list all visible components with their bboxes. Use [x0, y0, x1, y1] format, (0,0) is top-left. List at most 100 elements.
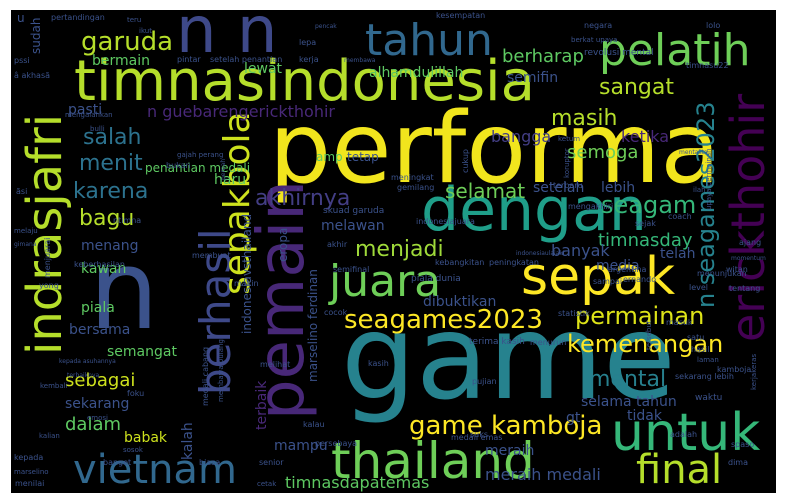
word-bangga: bangga — [491, 127, 551, 146]
word-tersebut: tersebut — [645, 320, 653, 350]
word-teru: teru — [127, 16, 141, 24]
word-asi: ãsi — [16, 187, 27, 196]
word-semifin: semifin — [507, 70, 558, 86]
word-lebih: lebih — [601, 180, 635, 196]
word-kepada: kepada — [14, 453, 43, 462]
word-final: final — [636, 447, 722, 493]
word-salah: salah — [83, 125, 141, 150]
word-membawa-pulang: membawa pulang — [217, 339, 225, 402]
word-amp: amp — [316, 150, 343, 164]
word-akhirnya: akhirnya — [255, 186, 350, 211]
word-game-kamboja: game kamboja — [409, 411, 602, 441]
word-terima-kasih: terima kasih — [469, 337, 525, 347]
word-persebaya: persebaya — [315, 439, 357, 448]
word-cetak: cetak — [257, 480, 277, 488]
word-mampu: mampu — [274, 438, 328, 454]
word-kalian: kalian — [39, 432, 60, 440]
word-tetap: tetap — [347, 150, 379, 164]
word-sekarang-lebih: sekarang lebih — [675, 372, 734, 381]
word-bersama: bersama — [69, 322, 130, 338]
word-seagames2023: seagames2023 — [344, 305, 543, 335]
word-permainan: permainan — [575, 302, 704, 330]
word-pssi: pssi — [14, 56, 30, 65]
word-satu: satu — [687, 333, 704, 342]
word-witan: witan — [726, 265, 748, 274]
word-keberhasilan: keberhasilan — [74, 260, 125, 269]
word-kerjakeras: kerjakeras — [750, 353, 758, 390]
word-melihat: melihat — [260, 360, 290, 369]
word-gimana: gimana — [14, 241, 37, 248]
word-skuad-garuda: skuad garuda — [323, 206, 384, 216]
word-timnasdapatemas: timnasdapatemas — [285, 473, 429, 492]
word-kamboja: kamboja — [717, 365, 751, 374]
word-menurun: menurun — [530, 338, 566, 347]
word-selamat: selamat — [445, 179, 525, 203]
word-mentalita: mentalita — [679, 149, 708, 156]
word-kalau: kalau — [303, 420, 325, 429]
word-babak: babak — [124, 430, 168, 446]
word-menjadi: menjadi — [355, 237, 444, 262]
word-menunjukan: menunjukan — [697, 269, 747, 278]
word-hasil: hasil — [691, 345, 710, 354]
word-sepakbola: sepakbola — [217, 111, 258, 295]
word-media: media — [596, 258, 640, 274]
word-suks: suks — [470, 430, 488, 439]
word-akhas: â akhasã — [14, 71, 50, 80]
word-membuat: membuat — [192, 251, 231, 260]
word-thailand: thailand — [331, 432, 535, 490]
word-menit: menit — [79, 151, 143, 176]
word-sudah: sudah — [29, 18, 43, 54]
word-lepa: lepa — [299, 38, 316, 47]
word-setelah: setelah — [533, 180, 584, 196]
word-penantian-medali: penantian medali — [145, 161, 250, 175]
word-banyak: banyak — [551, 241, 610, 260]
word-performa: performa — [269, 92, 720, 206]
word-marselino: marselino — [14, 468, 49, 476]
word-timnasday: timnasday — [598, 230, 693, 251]
word-pujian: pujian — [472, 377, 497, 386]
word-menang: menang — [81, 238, 138, 254]
word-upaya-permainan: upaya permainan — [705, 148, 713, 210]
word-yong: yong — [39, 281, 59, 290]
word-senior: senior — [259, 458, 284, 467]
word-bermain: bermain — [92, 53, 150, 69]
word-masuk: masuk — [666, 318, 693, 327]
word-ernando: ernando — [623, 275, 656, 284]
word-waktu: waktu — [695, 393, 722, 403]
word-foku: foku — [127, 389, 144, 398]
word-pemain: pemain — [245, 180, 319, 420]
word-coach: coach — [668, 212, 692, 221]
word-mengakhiri: mengakhiri — [568, 202, 613, 211]
word-cloud-svg: performa game timnasindonesia n n n pema… — [14, 10, 775, 493]
word-juara: juara — [328, 256, 441, 307]
word-meraih: meraih — [485, 443, 534, 459]
word-piala-dunia: piala dunia — [411, 274, 461, 284]
word-tahun: tahun — [365, 15, 493, 66]
word-marselino-ferdinan: marselino ferdinan — [306, 269, 320, 382]
word-alhamdulillah: alhamdulillah — [369, 65, 463, 81]
word-kasih: kasih — [368, 359, 389, 368]
word-telah: telah — [660, 246, 695, 262]
word-vietnam: vietnam — [73, 447, 237, 493]
word-selama-tahun: selama tahun — [581, 394, 677, 410]
word-momentum: momentum — [731, 255, 766, 262]
word-kerja: kerja — [299, 55, 319, 64]
word-timnasindonesia: timnasindonesia — [74, 49, 535, 114]
word-n-guebarengerickthohir: n guebarengerickthohir — [147, 102, 335, 121]
word-banget: banget — [103, 458, 131, 467]
word-eropa: eropa — [276, 228, 290, 262]
word-semoga: semoga — [567, 142, 638, 163]
word-berhasil: berhasil — [191, 228, 240, 395]
word-koruptor: koruptor — [563, 148, 571, 178]
word-n: n — [89, 226, 159, 354]
word-meraih-medali: meraih medali — [485, 465, 601, 484]
word-melaju: melaju — [14, 227, 38, 235]
word-tentang: tentang — [729, 284, 760, 293]
word-bukan: bukan — [166, 161, 191, 170]
word-indonesiaulalaki: indonesiaulalaki — [516, 250, 565, 257]
word-terbaiknya: terbaiknya — [67, 372, 99, 379]
word-n-n: n n — [176, 10, 277, 68]
word-pintar: pintar — [177, 55, 201, 64]
word-tidak: tidak — [627, 408, 663, 424]
word-cocok: cocok — [324, 308, 348, 317]
